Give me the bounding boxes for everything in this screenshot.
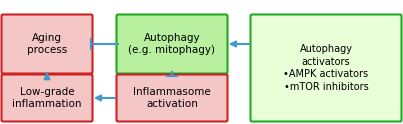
Text: Inflammasome
activation: Inflammasome activation bbox=[133, 87, 211, 109]
FancyBboxPatch shape bbox=[2, 15, 93, 74]
Text: Aging
process: Aging process bbox=[27, 33, 67, 55]
FancyBboxPatch shape bbox=[251, 15, 401, 122]
Text: Autophagy
(e.g. mitophagy): Autophagy (e.g. mitophagy) bbox=[129, 33, 216, 55]
Text: Low-grade
inflammation: Low-grade inflammation bbox=[12, 87, 82, 109]
FancyBboxPatch shape bbox=[2, 75, 93, 122]
Text: Autophagy
activators
•AMPK activators
•mTOR inhibitors: Autophagy activators •AMPK activators •m… bbox=[283, 44, 369, 92]
FancyBboxPatch shape bbox=[116, 15, 228, 74]
FancyBboxPatch shape bbox=[116, 75, 228, 122]
